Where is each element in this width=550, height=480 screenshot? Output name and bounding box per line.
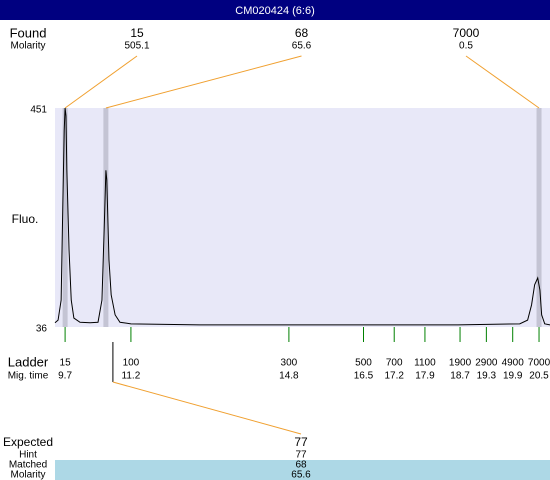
ladder-time-label: Mig. time bbox=[8, 371, 49, 382]
ladder-size: 2900 bbox=[475, 358, 498, 369]
ladder-size: 4900 bbox=[502, 358, 525, 369]
y-axis-label: Fluo. bbox=[12, 212, 39, 226]
ladder-size: 700 bbox=[386, 358, 403, 369]
ladder-time: 17.9 bbox=[415, 371, 435, 382]
ladder-size: 1900 bbox=[449, 358, 472, 369]
ladder-time: 18.7 bbox=[450, 371, 470, 382]
plot-area bbox=[55, 108, 550, 327]
peak-marker bbox=[536, 108, 542, 327]
title-bar bbox=[0, 0, 550, 20]
expected-connector bbox=[112, 381, 302, 435]
ladder-time: 11.2 bbox=[122, 371, 141, 382]
hint-value: 77 bbox=[295, 450, 307, 461]
matched-label: Matched bbox=[9, 460, 47, 471]
found-molarity: 65.6 bbox=[292, 41, 312, 52]
matched-value: 68 bbox=[295, 460, 307, 471]
peak-marker bbox=[103, 108, 109, 327]
peak-connector bbox=[465, 55, 540, 109]
found-molarity: 0.5 bbox=[459, 41, 473, 52]
expected-molarity-value: 65.6 bbox=[291, 470, 311, 480]
expected-value: 77 bbox=[294, 435, 308, 449]
ladder-size: 300 bbox=[281, 358, 298, 369]
ladder-size: 500 bbox=[355, 358, 372, 369]
ladder-size: 15 bbox=[60, 358, 72, 369]
ladder-time: 16.5 bbox=[354, 371, 374, 382]
ladder-time: 19.9 bbox=[503, 371, 523, 382]
found-size: 68 bbox=[295, 26, 309, 40]
peak-marker bbox=[62, 108, 68, 327]
y-tick-label: 36 bbox=[36, 324, 48, 335]
ladder-time: 9.7 bbox=[58, 371, 72, 382]
ladder-label: Ladder bbox=[8, 354, 49, 369]
chart-title: CM020424 (6:6) bbox=[235, 5, 315, 17]
ladder-time: 19.3 bbox=[477, 371, 497, 382]
y-tick-label: 451 bbox=[30, 105, 47, 116]
peak-connector bbox=[64, 55, 138, 109]
found-size: 7000 bbox=[453, 26, 480, 40]
ladder-time: 14.8 bbox=[279, 371, 299, 382]
hint-label: Hint bbox=[19, 450, 37, 461]
ladder-size: 1100 bbox=[414, 358, 436, 369]
ladder-size: 100 bbox=[123, 358, 140, 369]
found-label: Found bbox=[10, 25, 47, 40]
ladder-time: 20.5 bbox=[529, 371, 549, 382]
expected-molarity-label: Molarity bbox=[10, 470, 45, 480]
ladder-time: 17.2 bbox=[384, 371, 404, 382]
ladder-size: 7000 bbox=[528, 358, 550, 369]
found-size: 15 bbox=[130, 26, 144, 40]
found-molarity: 505.1 bbox=[124, 41, 149, 52]
found-molarity-label: Molarity bbox=[10, 41, 45, 52]
expected-label: Expected bbox=[3, 435, 53, 449]
trace-line bbox=[54, 107, 550, 326]
matched-band bbox=[55, 460, 550, 480]
peak-connector bbox=[105, 55, 302, 109]
